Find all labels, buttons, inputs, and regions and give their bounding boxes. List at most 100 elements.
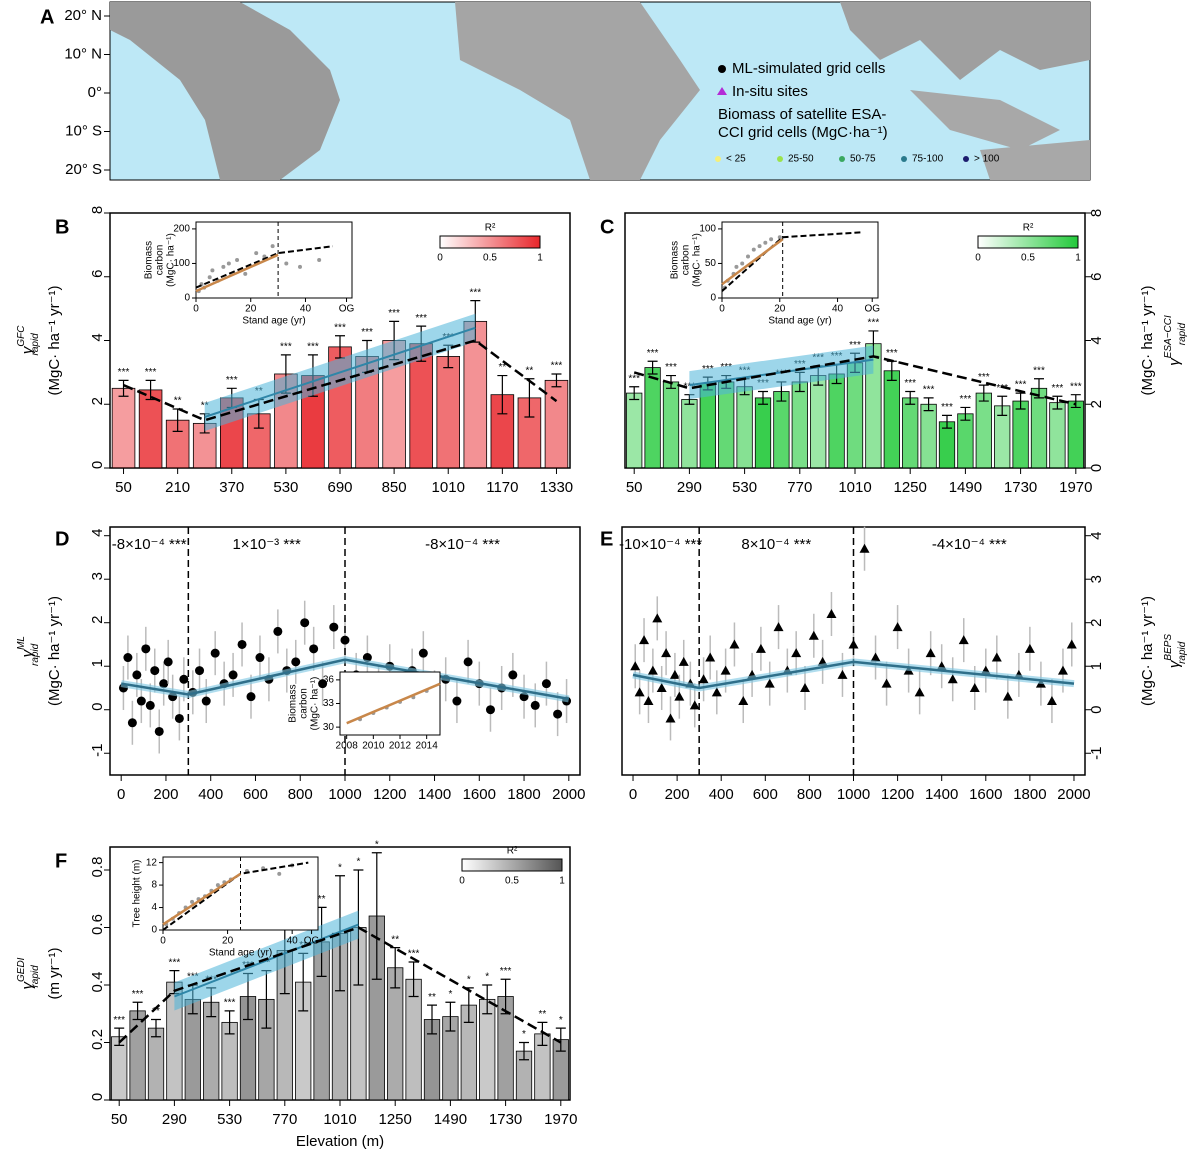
bar <box>544 379 569 469</box>
inset-point <box>226 261 231 266</box>
point <box>255 653 265 663</box>
legend-tri <box>717 87 727 95</box>
significance: *** <box>1033 365 1045 376</box>
point <box>141 644 151 654</box>
point <box>698 674 709 684</box>
y-tick-label: 0.6 <box>89 914 106 935</box>
point <box>665 713 676 723</box>
point <box>647 665 658 675</box>
bar <box>479 998 496 1101</box>
inset-point <box>751 247 756 252</box>
bar <box>111 387 136 469</box>
panel-label: A <box>40 6 54 28</box>
y-label-sub: rapid <box>30 965 41 988</box>
point <box>656 682 667 692</box>
x-tick-label: 1010 <box>838 479 871 496</box>
bar <box>138 389 163 469</box>
x-tick-label: 1490 <box>949 479 982 496</box>
inset-x-tick-label: OG <box>864 304 880 315</box>
inset-x-tick-label: 0 <box>160 936 166 947</box>
point <box>273 626 283 636</box>
land <box>910 90 1090 180</box>
point <box>859 543 870 553</box>
error-bar <box>551 373 562 388</box>
point <box>174 713 184 723</box>
point <box>127 718 137 728</box>
y-tick-label: 8 <box>89 206 106 214</box>
point <box>738 696 749 706</box>
x-tick-label: 770 <box>787 479 812 496</box>
y-label-symbol: γ <box>1166 357 1183 366</box>
point <box>674 691 685 701</box>
lat-label: 20° S <box>65 161 102 178</box>
significance: *** <box>923 385 935 396</box>
y-label-sub: rapid <box>1177 641 1188 664</box>
significance: *** <box>224 998 236 1009</box>
inset-y-label: carbon <box>299 688 310 719</box>
point <box>705 652 716 662</box>
error-bar <box>629 386 640 401</box>
x-tick-label: 1400 <box>418 786 451 803</box>
y-tick-label: 1 <box>1088 662 1105 670</box>
error-bar <box>445 1001 456 1032</box>
inset-y-tick-label: 100 <box>699 224 716 235</box>
legend-tick-label: 0 <box>975 253 981 264</box>
point <box>463 657 473 667</box>
error-bar <box>942 414 952 429</box>
y-tick-label: 6 <box>1088 273 1105 281</box>
x-tick-label: 600 <box>243 786 268 803</box>
point <box>1057 665 1068 675</box>
point <box>1024 643 1035 653</box>
point <box>329 622 339 632</box>
inset-point <box>215 883 220 888</box>
significance: * <box>522 1029 526 1040</box>
inset-x-tick-label: 40 <box>287 936 299 947</box>
y-label-sup: GEDI <box>16 957 27 982</box>
inset-x-label: Stand age (yr) <box>768 316 831 327</box>
inset-point <box>210 268 215 273</box>
y-label-sup: BEPS <box>1163 634 1174 661</box>
inset-x-tick-label: OG <box>339 304 355 315</box>
legend-title: Biomass of satellite ESA- <box>718 106 886 123</box>
significance: * <box>356 857 360 868</box>
inset-y-label: Biomass <box>288 684 299 722</box>
inset-fit <box>346 682 441 725</box>
point <box>246 692 256 702</box>
y-tick-label: 0.4 <box>89 972 106 993</box>
fit-line <box>174 923 359 998</box>
inset-point <box>221 264 226 269</box>
x-tick-label: 1490 <box>434 1111 467 1128</box>
x-tick-label: 690 <box>327 479 352 496</box>
inset-y-tick-label: 0 <box>151 925 157 936</box>
point <box>669 669 680 679</box>
bar <box>129 1010 146 1101</box>
x-tick-label: 770 <box>272 1111 297 1128</box>
error-bar <box>647 360 658 375</box>
x-tick-label: 210 <box>165 479 190 496</box>
significance: *** <box>941 402 953 413</box>
point <box>309 644 319 654</box>
lat-label: 20° N <box>64 7 102 24</box>
point <box>136 696 146 706</box>
point <box>652 613 663 623</box>
y-tick-label: -1 <box>89 744 106 757</box>
error-bar <box>427 1004 437 1035</box>
x-tick-label: 600 <box>753 786 778 803</box>
point <box>485 705 495 715</box>
inset-trend <box>195 245 333 289</box>
point <box>634 687 645 697</box>
point <box>179 674 189 684</box>
class-dot <box>839 156 845 162</box>
bar <box>681 399 698 469</box>
bar <box>736 386 753 469</box>
y-tick-label: 8 <box>1088 209 1105 217</box>
significance: *** <box>113 1015 125 1026</box>
inset-point <box>207 275 212 280</box>
inset-point <box>254 251 259 256</box>
bar <box>883 370 900 469</box>
y-label: γESA−CCI rapid <box>1163 315 1188 366</box>
x-tick-label: 400 <box>709 786 734 803</box>
significance: *** <box>334 322 346 333</box>
significance: *** <box>307 341 319 352</box>
y-tick-label: 0 <box>1088 464 1105 472</box>
